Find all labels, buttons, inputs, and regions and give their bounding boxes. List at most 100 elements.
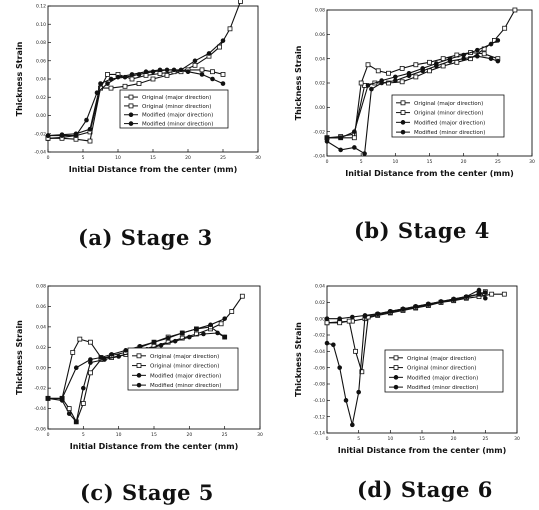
legend-marker [136,353,142,359]
x-tick-label: 10 [387,436,393,442]
data-point [502,25,508,31]
y-axis-label: Thickness Strain [15,41,24,116]
y-tick-label: -0.04 [34,150,46,156]
legend-marker [136,382,142,388]
data-point [108,85,114,91]
data-point [338,147,343,153]
x-tick-label: 15 [151,432,157,438]
data-point [201,331,206,337]
data-point [84,117,89,123]
x-tick-label: 20 [186,432,192,438]
data-point [73,365,79,371]
legend-marker [128,112,134,118]
data-point [217,44,222,50]
data-point [351,135,357,141]
legend-label: Original (major direction) [407,356,476,362]
data-point [151,339,157,345]
data-point [461,56,466,61]
x-tick-label: 20 [461,159,467,165]
data-point [210,69,215,75]
data-point [413,304,418,309]
series-line-3 [327,291,486,320]
data-point [98,81,103,86]
legend-label: Original (major direction) [414,101,483,107]
data-point [88,370,93,376]
y-tick-label: -0.08 [313,382,325,388]
data-point [343,398,349,403]
legend-marker [128,121,134,126]
data-point [222,334,227,340]
legend-marker [393,365,399,370]
data-point [199,67,205,73]
x-tick-label: 15 [427,159,433,165]
data-point [59,133,65,138]
x-tick-label: 30 [529,159,535,165]
x-tick-label: 30 [255,155,261,161]
legend-marker [136,363,142,368]
legend-label: Modified (major direction) [150,373,221,379]
data-point [59,398,65,403]
legend-marker [393,375,399,380]
legend-box [119,89,229,129]
data-point [352,129,357,134]
data-point [483,295,488,301]
x-tick-label: 25 [222,432,228,438]
y-tick-label: 0.06 [315,32,325,38]
legend-label: Modified (minor direction) [414,130,485,136]
data-point [337,365,342,370]
legend-label: Original (minor direction) [150,364,219,370]
x-axis-label: Initial Distance from the center (mm) [70,442,239,451]
x-tick-label: 15 [419,436,425,442]
y-tick-label: 0.00 [36,365,46,371]
data-point [481,51,487,57]
legend-box [391,94,505,138]
data-point [45,396,51,401]
data-point [88,339,93,345]
x-tick-label: 10 [115,155,121,161]
data-point [413,74,419,80]
legend-box [127,347,239,391]
data-point [222,316,227,321]
data-point [238,0,243,4]
data-point [220,72,226,77]
y-tick-label: 0.10 [36,22,46,28]
x-tick-label: 30 [257,432,263,438]
data-point [488,56,494,61]
data-point [324,139,330,144]
data-point [172,338,178,344]
legend-label: Modified (minor direction) [407,385,478,391]
data-point [488,41,494,47]
data-point [512,7,518,13]
data-point [475,53,480,59]
legend-marker [400,110,406,115]
legend-marker [128,94,134,100]
y-tick-label: 0.00 [315,316,325,322]
legend-label: Original (minor direction) [407,366,476,372]
data-point [464,294,469,299]
x-tick-label: 5 [357,436,360,442]
data-point [215,330,220,336]
legend-marker [393,384,399,390]
data-point [105,81,110,86]
legend-label: Original (major direction) [142,95,211,101]
caption-stage-4: (b) Stage 4 [354,218,490,243]
y-tick-label: 0.02 [36,345,46,351]
data-point [346,318,352,324]
y-tick-label: 0.02 [36,95,46,101]
x-tick-label: 5 [82,432,85,438]
data-point [365,83,371,88]
data-point [73,133,79,138]
data-point [375,68,381,74]
x-tick-label: 10 [116,432,122,438]
x-tick-label: 10 [392,159,398,165]
data-point [105,72,110,77]
data-point [427,59,432,65]
data-point [475,47,480,53]
data-point [359,369,365,375]
data-point [136,81,142,86]
y-tick-label: 0.12 [36,4,46,10]
data-point [495,38,501,43]
data-point [73,419,79,425]
data-point [122,83,128,89]
legend-marker [400,129,406,135]
